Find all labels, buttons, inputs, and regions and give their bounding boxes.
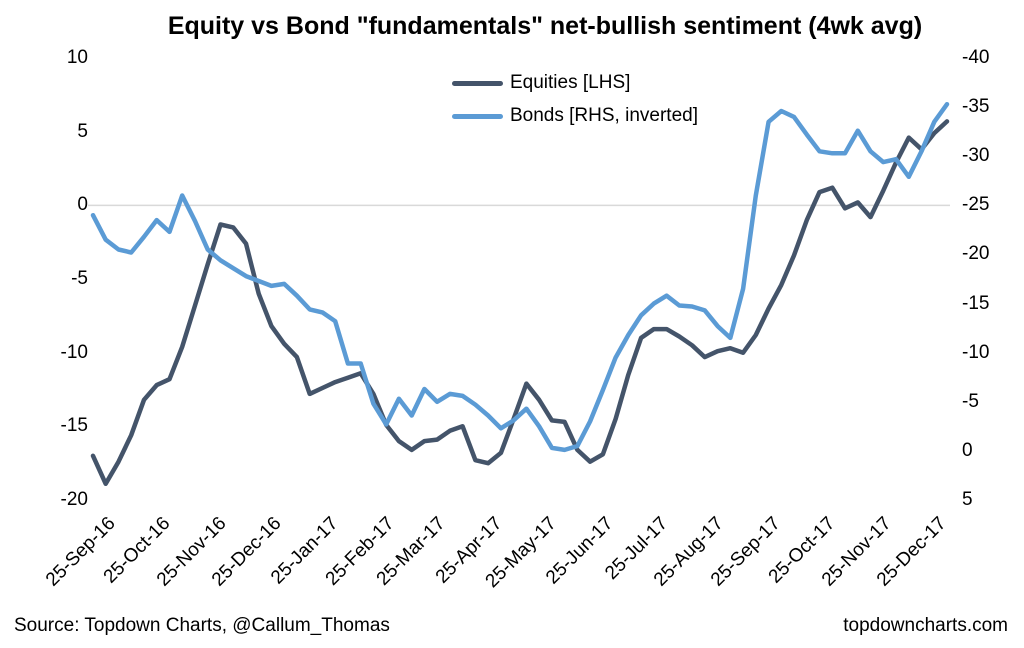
source-text: Source: Topdown Charts, @Callum_Thomas xyxy=(14,615,390,636)
left-axis-tick-label: 10 xyxy=(66,47,88,68)
right-axis-tick-label: -5 xyxy=(962,390,979,412)
left-axis-tick-label: 5 xyxy=(77,120,88,142)
chart-title: Equity vs Bond "fundamentals" net-bullis… xyxy=(167,12,923,40)
right-axis-tick-label: -20 xyxy=(962,243,990,265)
right-axis-tick-label: 5 xyxy=(962,489,973,510)
bonds-line-swatch xyxy=(452,113,503,119)
legend-item-bonds: Bonds [RHS, inverted] xyxy=(452,104,698,128)
left-axis-tick-label: 0 xyxy=(77,194,88,216)
legend-item-equities: Equities [LHS] xyxy=(452,71,698,95)
legend-label-equities: Equities [LHS] xyxy=(510,72,631,93)
left-axis-tick-label: -5 xyxy=(71,268,88,289)
right-axis-tick-label: -30 xyxy=(962,145,990,167)
right-axis-tick-label: -25 xyxy=(962,194,990,216)
left-axis-tick-label: -10 xyxy=(60,341,88,363)
left-axis-tick-label: -20 xyxy=(60,489,88,510)
legend: Equities [LHS] Bonds [RHS, inverted] xyxy=(452,71,698,128)
right-axis-tick-label: -10 xyxy=(962,341,990,363)
right-axis-tick-label: -15 xyxy=(962,292,990,314)
equities-line-swatch xyxy=(452,80,503,86)
left-axis-tick-label: -15 xyxy=(60,415,88,437)
legend-label-bonds: Bonds [RHS, inverted] xyxy=(510,105,698,126)
right-axis-tick-label: 0 xyxy=(962,439,973,461)
right-axis-tick-label: -35 xyxy=(962,96,990,118)
right-axis-tick-label: -40 xyxy=(962,47,990,68)
bonds-line-series xyxy=(90,101,950,453)
equities-line-series xyxy=(90,119,950,487)
website-text: topdowncharts.com xyxy=(843,615,1008,636)
